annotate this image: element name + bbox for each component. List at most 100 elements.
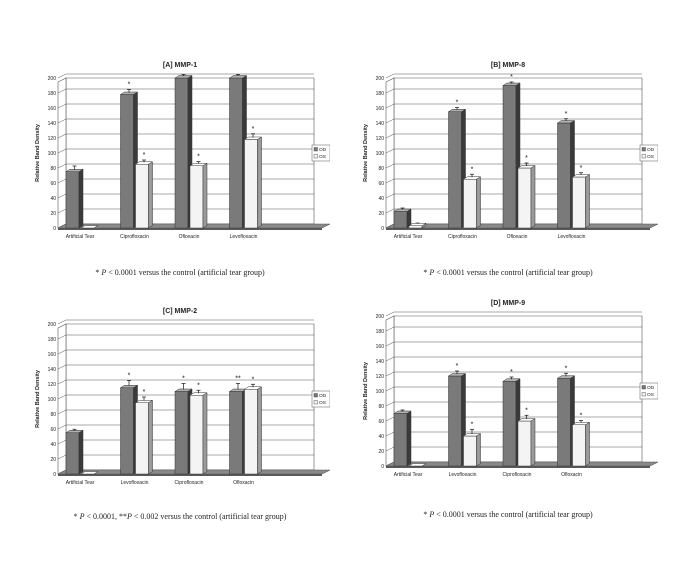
legend-swatch-od xyxy=(641,147,646,152)
significance-label: * xyxy=(252,126,255,133)
x-tick-label: Ciprofloxacin xyxy=(448,234,477,240)
bar-os xyxy=(462,176,482,229)
significance-label: * xyxy=(580,413,583,420)
bar-top xyxy=(462,176,482,180)
bar-side xyxy=(202,162,208,229)
bar-front xyxy=(463,179,477,229)
significance-label: * xyxy=(525,155,528,162)
x-tick-label: Artificial Tear xyxy=(394,472,423,478)
bar-front xyxy=(189,165,204,229)
x-tick-label: Levofloxacin xyxy=(121,480,149,486)
y-tick-label: 20 xyxy=(378,449,384,455)
bar-front xyxy=(229,77,243,229)
chart-title: [A] MMP-1 xyxy=(162,62,198,69)
caption-text: < 0.0001 versus the control (artificial … xyxy=(434,510,593,519)
legend-label-od: OD xyxy=(319,147,327,153)
caption-p: P xyxy=(101,268,107,277)
gridline-side xyxy=(385,341,395,347)
caption-text: < 0.0001 versus the control (artificial … xyxy=(434,268,593,277)
bar-top xyxy=(517,165,536,169)
bar-top xyxy=(174,75,193,79)
x-tick-label: Artificial Tear xyxy=(66,234,95,240)
y-tick-label: 60 xyxy=(378,181,384,187)
bar-front xyxy=(229,391,243,475)
y-tick-label: 0 xyxy=(381,226,384,232)
y-tick-label: 200 xyxy=(48,76,57,82)
significance-label: * xyxy=(182,376,185,383)
x-tick-label: Ciprofloxacin xyxy=(175,480,204,486)
bar-od xyxy=(556,120,576,229)
side-wall xyxy=(57,77,67,229)
bar-top xyxy=(119,385,139,388)
gridline-side xyxy=(385,401,395,407)
bar-os xyxy=(571,421,591,467)
caption-p: P xyxy=(429,268,435,277)
bar-top xyxy=(228,75,248,79)
y-tick-label: 160 xyxy=(376,106,385,112)
bar-top xyxy=(393,208,412,212)
bar-od xyxy=(502,378,521,467)
significance-label: * xyxy=(471,422,474,429)
floor-edge xyxy=(386,466,650,468)
bar-side xyxy=(148,399,153,475)
bar-od xyxy=(393,208,412,229)
bar-top xyxy=(119,91,139,95)
gridline-side xyxy=(385,311,395,317)
bar-os xyxy=(408,463,427,467)
gridline-side xyxy=(57,88,67,94)
gridline-side xyxy=(385,416,395,422)
bar-os xyxy=(243,136,263,229)
y-tick-label: 60 xyxy=(50,181,56,187)
y-tick-label: 140 xyxy=(48,367,57,373)
caption-symbol: * xyxy=(423,510,430,519)
gridline-side xyxy=(385,208,395,214)
bar-top xyxy=(65,430,84,433)
gridline-side xyxy=(57,394,67,400)
y-tick-label: 100 xyxy=(48,151,57,157)
gridline-side xyxy=(57,103,67,109)
bar-od xyxy=(119,91,139,229)
bar-chart-mmp2: 0 20 40 60 80 100 120 140 160 180 200 Relative Band… xyxy=(35,319,330,486)
significance-label: * xyxy=(510,369,513,376)
gridline-side xyxy=(385,446,395,452)
x-tick-label: Ofloxacin xyxy=(507,234,528,240)
bar-os xyxy=(517,418,536,467)
bar-front xyxy=(393,211,408,229)
bar-side xyxy=(202,392,208,475)
gridline-side xyxy=(385,148,395,154)
significance-label: * xyxy=(525,407,528,414)
bar-side xyxy=(257,136,262,229)
gridline-side xyxy=(57,118,67,124)
y-axis-label: Relative Band Density xyxy=(363,361,369,420)
bar-top xyxy=(80,225,99,229)
bar-os xyxy=(408,222,427,229)
bar-top xyxy=(80,471,99,475)
legend-swatch-os xyxy=(641,392,646,397)
y-tick-label: 40 xyxy=(378,196,384,202)
x-tick-label: Ofloxacin xyxy=(233,480,254,486)
y-axis-label: Relative Band Density xyxy=(363,123,369,182)
bar-os xyxy=(462,433,482,467)
bar-front xyxy=(65,171,80,229)
bar-od xyxy=(447,108,467,229)
bar-front xyxy=(502,85,517,229)
legend-label-od: OD xyxy=(647,385,655,391)
significance-label: * xyxy=(580,165,583,172)
legend-swatch-od xyxy=(641,385,646,390)
bar-front xyxy=(135,402,149,475)
x-tick-label: Ciprofloxacin xyxy=(503,472,532,478)
significance-note: * P < 0.0001, **P < 0.002 versus the con… xyxy=(30,512,330,521)
bar-front xyxy=(244,389,258,475)
gridline-side xyxy=(385,371,395,377)
x-tick-label: Ofloxacin xyxy=(561,472,582,478)
significance-label: * xyxy=(510,74,513,81)
bar-front xyxy=(448,375,462,467)
y-tick-label: 180 xyxy=(48,337,57,343)
bar-top xyxy=(174,388,193,392)
significance-note: * P < 0.0001 versus the control (artific… xyxy=(30,268,330,277)
caption-p2: P xyxy=(127,512,132,521)
gridline-side xyxy=(385,386,395,392)
x-tick-label: Levofloxacin xyxy=(230,234,258,240)
bar-os xyxy=(517,165,536,229)
